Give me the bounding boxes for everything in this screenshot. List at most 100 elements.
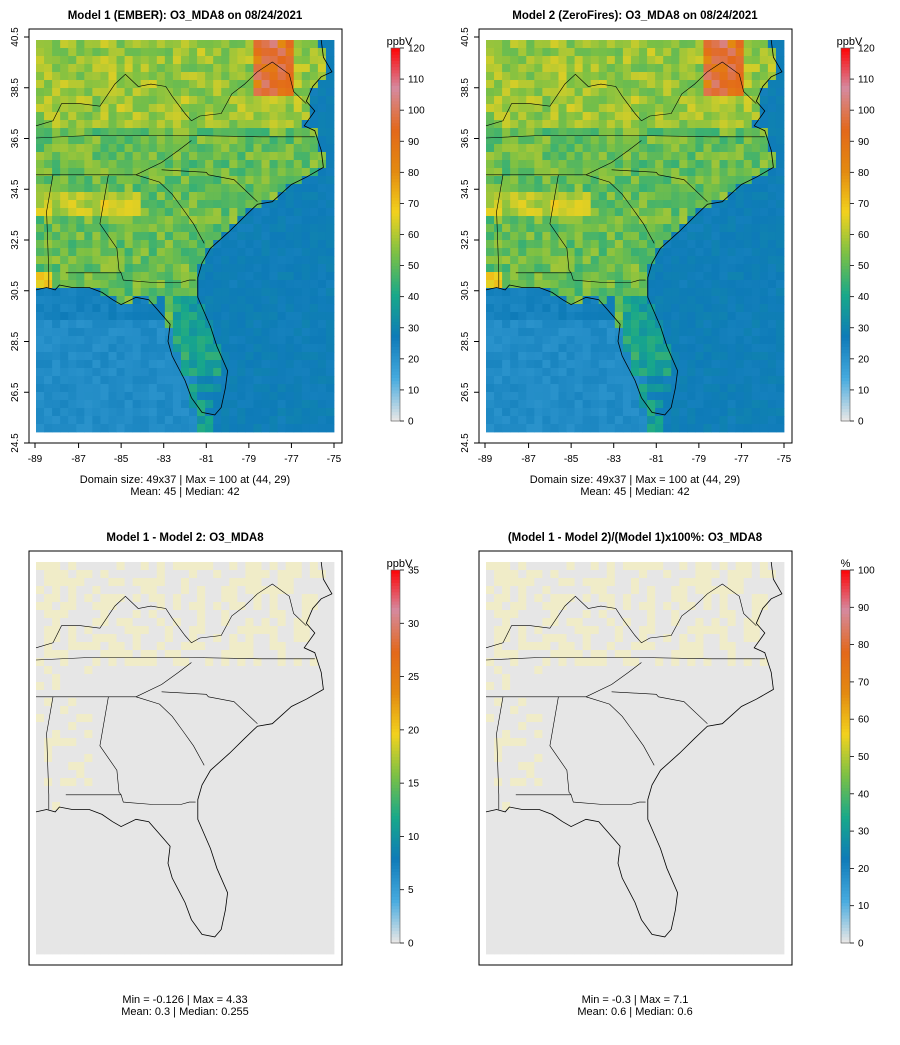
heatmap-cell [156,96,166,105]
heatmap-cell [205,112,214,121]
colorbar-swatch [841,203,850,208]
heatmap-cell [132,360,142,369]
heatmap-cell [52,232,61,241]
heatmap-cell [542,40,551,49]
heatmap-cell [719,200,729,209]
state-border [585,174,655,244]
heatmap-cell [229,424,238,433]
heatmap-cell [582,200,592,209]
heatmap-cell [598,376,608,385]
heatmap-cell [68,40,77,49]
heatmap-cell [132,914,142,923]
heatmap-cell [751,56,761,65]
heatmap-cell [727,120,737,129]
heatmap-cell [301,120,311,129]
heatmap-cell [735,240,745,249]
heatmap-cell [92,360,101,369]
heatmap-cell [606,280,616,289]
heatmap-cell [285,304,295,313]
heatmap-cell [164,698,174,707]
heatmap-cell [309,80,319,89]
heatmap-cell [663,96,672,105]
heatmap-cell [213,312,222,321]
heatmap-cell [550,288,559,297]
heatmap-cell [60,666,69,675]
heatmap-cell [558,112,567,121]
heatmap-cell [213,232,222,241]
heatmap-cell [180,562,190,571]
heatmap-cell [84,48,93,57]
heatmap-cell [108,706,117,715]
heatmap-cell [100,850,109,859]
heatmap-cell [542,224,551,233]
heatmap-cell [60,240,69,249]
heatmap-cell [663,352,672,361]
heatmap-cell [180,168,190,177]
y-tick-label: 40.5 [10,27,21,47]
heatmap-cell [140,842,150,851]
heatmap-cell [116,586,125,595]
heatmap-cell [574,304,584,313]
heatmap-cell [237,416,246,425]
heatmap-cell [92,906,101,915]
heatmap-cell [36,874,45,883]
heatmap-cell [687,112,696,121]
heatmap-cell [156,40,166,49]
heatmap-cell [759,112,769,121]
heatmap-cell [92,216,101,225]
colorbar-swatch [841,374,850,378]
heatmap-cell [100,64,109,73]
heatmap-cell [285,352,295,361]
heatmap-cell [647,288,656,297]
heatmap-cell [727,400,737,409]
heatmap-cell [622,328,632,337]
heatmap-cell [100,352,109,361]
heatmap-cell [647,200,656,209]
heatmap-cell [116,216,125,225]
heatmap-cell [293,248,303,257]
heatmap-cell [526,248,535,257]
heatmap-cell [197,112,206,121]
heatmap-cell [36,690,45,699]
heatmap-cell [719,224,729,233]
heatmap-cell [325,120,335,129]
heatmap-cell [687,224,696,233]
heatmap-cell [52,336,61,345]
heatmap-cell [301,152,311,161]
heatmap-cell [301,424,311,433]
heatmap-cell [92,328,101,337]
heatmap-cell [60,112,69,121]
heatmap-cell [502,416,511,425]
heatmap-cell [245,368,254,377]
heatmap-cell [679,96,688,105]
heatmap-cell [68,778,77,787]
heatmap-cell [60,216,69,225]
heatmap-cell [189,80,198,89]
heatmap-cell [189,850,198,859]
heatmap-cell [140,112,150,121]
heatmap-cell [277,408,287,417]
heatmap-cell [124,618,134,627]
heatmap-cell [502,224,511,233]
heatmap-cell [590,344,600,353]
heatmap-cell [767,424,777,433]
colorbar-swatch [841,209,850,214]
heatmap-cell [671,264,680,273]
heatmap-cell [116,368,125,377]
heatmap-cell [108,802,117,811]
heatmap-cell [172,184,182,193]
heatmap-cell [172,802,182,811]
heatmap-cell [237,272,246,281]
heatmap-cell [711,72,720,81]
heatmap-cell [36,256,45,265]
heatmap-cell [285,136,295,145]
heatmap-cell [172,810,182,819]
heatmap-cell [502,272,511,281]
heatmap-cell [663,216,672,225]
heatmap-cell [172,874,182,883]
heatmap-cell [639,176,648,185]
heatmap-cell [486,40,495,49]
heatmap-cell [36,818,45,827]
heatmap-cell [277,360,287,369]
heatmap-cell [132,762,142,771]
